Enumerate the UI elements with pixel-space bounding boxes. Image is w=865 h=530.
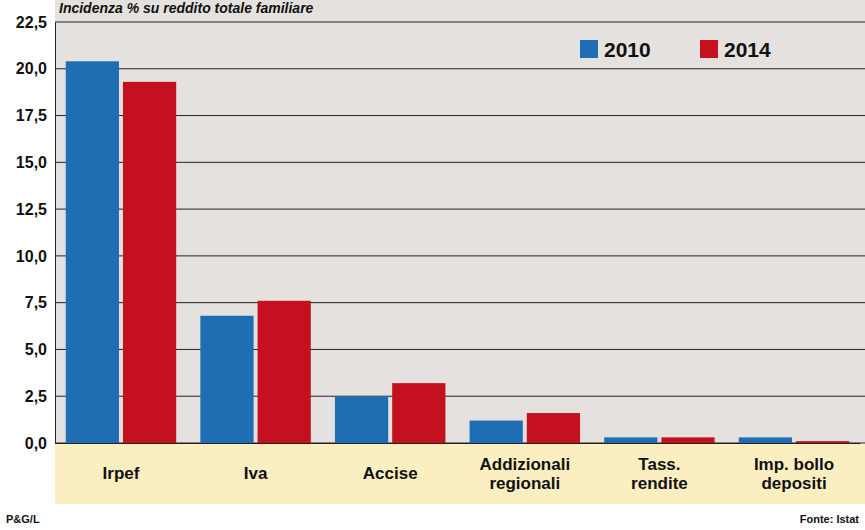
bar	[661, 437, 714, 443]
plot-background	[55, 0, 865, 443]
x-axis: IrpefIvaAcciseAddizionaliregionaliTass.r…	[56, 444, 861, 493]
y-tick: 2,5	[25, 388, 55, 405]
y-tick-label: 22,5	[16, 14, 47, 31]
bar	[200, 316, 253, 443]
subtitle: Incidenza % su reddito totale familiare	[59, 0, 314, 16]
y-axis-line	[55, 23, 56, 444]
x-tick: Irpef	[103, 464, 140, 483]
grid-line	[55, 22, 865, 23]
legend: 2010 2014	[580, 38, 771, 61]
y-tick-label: 2,5	[25, 388, 47, 405]
bar	[66, 61, 119, 443]
x-tick: Addizionaliregionali	[479, 455, 570, 493]
source: Fonte: Istat	[800, 513, 860, 525]
x-tick: Accise	[363, 464, 418, 483]
x-tick: Tass.rendite	[631, 455, 688, 493]
bar	[739, 437, 792, 443]
grid	[55, 22, 865, 443]
legend-swatch	[700, 40, 718, 58]
credit: P&G/L	[6, 513, 40, 525]
x-tick-label-line: depositi	[761, 474, 826, 493]
x-tick-label: Tass.rendite	[631, 455, 688, 493]
bar	[604, 437, 657, 443]
bar	[796, 441, 849, 443]
grid-line	[55, 349, 865, 350]
grid-line	[55, 209, 865, 210]
y-tick: 5,0	[25, 341, 55, 358]
x-tick-label-line: rendite	[631, 474, 688, 493]
bar	[392, 383, 445, 443]
y-tick-label: 12,5	[16, 201, 47, 218]
legend-label: 2010	[604, 38, 651, 61]
bar	[258, 301, 311, 443]
chart: 0,0 2,5 5,0 7,5 10,0 12,5 15,0 17,5 20,0 22,5 Irpe…	[0, 0, 865, 530]
bars	[66, 61, 850, 443]
x-tick-label-line: Iva	[244, 464, 268, 483]
y-axis: 0,0 2,5 5,0 7,5 10,0 12,5 15,0 17,5 20,0 22,5	[16, 14, 56, 452]
y-tick: 7,5	[25, 294, 55, 311]
x-tick: Iva	[244, 464, 268, 483]
y-tick: 20,0	[16, 60, 55, 77]
y-tick: 15,0	[16, 154, 55, 171]
x-tick-label: Irpef	[103, 464, 140, 483]
y-tick-label: 7,5	[25, 294, 47, 311]
y-tick-label: 17,5	[16, 107, 47, 124]
y-tick-label: 5,0	[25, 341, 47, 358]
x-tick-label-line: Accise	[363, 464, 418, 483]
category-band	[55, 444, 865, 504]
bar	[335, 396, 388, 443]
grid-line	[55, 162, 865, 163]
grid-line	[55, 302, 865, 303]
y-tick: 10,0	[16, 248, 55, 265]
x-tick: Imp. bollodepositi	[754, 455, 834, 493]
y-tick-label: 20,0	[16, 60, 47, 77]
legend-label: 2014	[724, 38, 771, 61]
bar	[470, 421, 523, 443]
y-tick-label: 0,0	[25, 435, 47, 452]
x-tick-label-line: Tass.	[638, 455, 680, 474]
grid-line	[55, 115, 865, 116]
x-tick-label-line: Irpef	[103, 464, 140, 483]
page-background	[0, 0, 865, 530]
y-tick-label: 10,0	[16, 248, 47, 265]
x-tick-label: Imp. bollodepositi	[754, 455, 834, 493]
y-tick-label: 15,0	[16, 154, 47, 171]
bar	[123, 82, 176, 443]
y-tick: 17,5	[16, 107, 55, 124]
grid-line	[55, 255, 865, 256]
x-tick-label: Addizionaliregionali	[479, 455, 570, 493]
x-tick-label-line: Addizionali	[479, 455, 570, 474]
x-tick-label: Accise	[363, 464, 418, 483]
grid-line	[55, 68, 865, 69]
y-tick: 12,5	[16, 201, 55, 218]
x-tick-label-line: Imp. bollo	[754, 455, 834, 474]
x-axis-line	[56, 443, 861, 444]
x-tick-label-line: regionali	[489, 474, 560, 493]
y-tick: 0,0	[25, 435, 55, 452]
y-tick: 22,5	[16, 14, 55, 31]
legend-swatch	[580, 40, 598, 58]
grid-line	[55, 396, 865, 397]
bar	[527, 413, 580, 443]
x-tick-label: Iva	[244, 464, 268, 483]
